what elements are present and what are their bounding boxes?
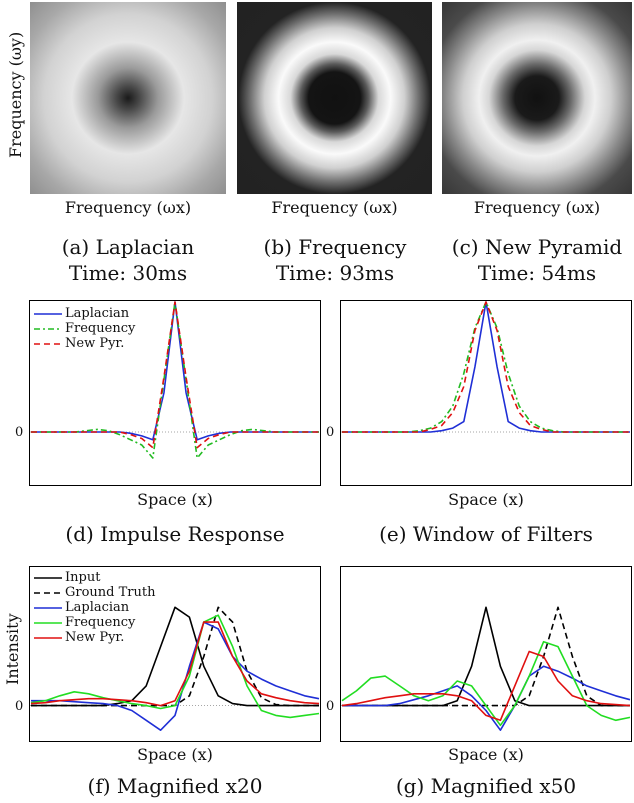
legend-entry-input: Input xyxy=(34,570,155,585)
zero-tick-d: 0 xyxy=(15,425,24,440)
legend-label-laplacian: Laplacian xyxy=(65,600,130,615)
xlabel-e: Space (x) xyxy=(448,490,524,509)
chart-d xyxy=(29,300,321,486)
legend-swatch-laplacian xyxy=(34,606,62,609)
legend-label-new-pyr: New Pyr. xyxy=(65,630,125,645)
series-line-laplacian xyxy=(31,621,320,731)
chart-g xyxy=(340,566,632,742)
series-line-frequency xyxy=(342,301,630,433)
legend-entry-ground-truth: Ground Truth xyxy=(34,585,155,600)
legend-swatch-laplacian xyxy=(34,312,62,315)
legend-swatch-ground-truth xyxy=(34,591,62,594)
legend-label-laplacian: Laplacian xyxy=(65,306,130,321)
xlabel-b: Frequency (ωx) xyxy=(271,198,398,217)
xlabel-f: Space (x) xyxy=(137,745,213,764)
caption-a: (a) Laplacian Time: 30ms xyxy=(10,234,246,286)
caption-c-time: Time: 54ms xyxy=(477,261,597,285)
legend-swatch-new-pyr xyxy=(34,342,62,345)
caption-b-time: Time: 93ms xyxy=(275,261,395,285)
top-ylabel: Frequency (ωy) xyxy=(6,31,25,158)
legend-entry-laplacian: Laplacian xyxy=(34,600,155,615)
zero-tick-e: 0 xyxy=(326,425,335,440)
series-line-frequency xyxy=(341,640,631,727)
legend-entry-frequency: Frequency xyxy=(34,321,135,336)
zero-tick-f: 0 xyxy=(15,699,24,714)
series-line-new-pyr xyxy=(342,301,630,433)
legend-label-frequency: Frequency xyxy=(65,615,136,630)
legend-label-new-pyr: New Pyr. xyxy=(65,336,125,351)
xlabel-c: Frequency (ωx) xyxy=(473,198,601,217)
caption-b-title: (b) Frequency xyxy=(263,235,407,259)
frequency-frequency-image xyxy=(237,2,432,194)
legend-swatch-input xyxy=(34,576,62,579)
legend-entry-new-pyr: New Pyr. xyxy=(34,336,135,351)
legend-swatch-frequency xyxy=(34,327,62,330)
legend-entry-frequency: Frequency xyxy=(34,615,155,630)
xlabel-a: Frequency (ωx) xyxy=(64,198,192,217)
legend-d: Laplacian Frequency New Pyr. xyxy=(34,306,135,351)
series-line-frequency xyxy=(30,614,320,719)
caption-c: (c) New Pyramid Time: 54ms xyxy=(420,234,634,286)
zero-tick-g: 0 xyxy=(326,699,335,714)
xlabel-d: Space (x) xyxy=(137,490,213,509)
legend-swatch-frequency xyxy=(34,621,62,624)
plot-frame xyxy=(340,566,632,742)
plot-frame xyxy=(340,300,632,486)
legend-f: Input Ground Truth Laplacian Frequency New P… xyxy=(34,570,155,645)
chart-f xyxy=(29,566,321,742)
xlabel-g: Space (x) xyxy=(448,745,524,764)
caption-a-title: (a) Laplacian xyxy=(61,235,195,259)
laplacian-frequency-image xyxy=(30,2,226,194)
series-line-new-pyr xyxy=(341,650,631,722)
caption-b: (b) Frequency Time: 93ms xyxy=(215,234,455,286)
caption-e: (e) Window of Filters xyxy=(379,522,593,546)
chart-e xyxy=(340,300,632,486)
legend-swatch-new-pyr xyxy=(34,636,62,639)
series-line-new-pyr xyxy=(30,621,320,707)
plot-frame xyxy=(29,300,321,486)
caption-a-time: Time: 30ms xyxy=(68,261,188,285)
ylabel-f: Intensity xyxy=(3,613,22,685)
series-line-input xyxy=(31,606,319,707)
legend-label-ground-truth: Ground Truth xyxy=(65,585,156,600)
legend-label-input: Input xyxy=(65,570,101,585)
caption-c-title: (c) New Pyramid xyxy=(451,235,623,259)
series-line-laplacian xyxy=(342,665,631,731)
caption-d: (d) Impulse Response xyxy=(65,522,285,546)
legend-label-frequency: Frequency xyxy=(65,321,136,336)
plot-frame xyxy=(29,566,321,742)
legend-entry-laplacian: Laplacian xyxy=(34,306,135,321)
legend-entry-new-pyr: New Pyr. xyxy=(34,630,155,645)
series-line-new-pyr xyxy=(31,301,319,449)
new-pyramid-frequency-image xyxy=(442,2,632,194)
caption-f: (f) Magnified x20 xyxy=(87,774,263,798)
caption-g: (g) Magnified x50 xyxy=(395,774,577,798)
